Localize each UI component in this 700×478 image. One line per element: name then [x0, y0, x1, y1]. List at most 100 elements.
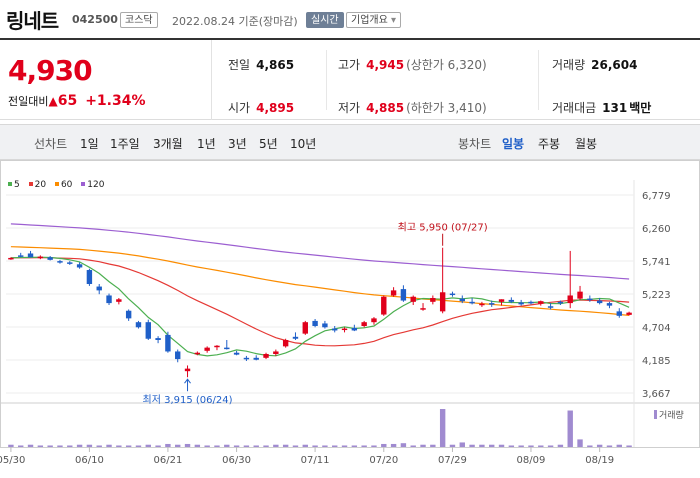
volume-legend-swatch [654, 410, 657, 419]
volume-bar [557, 444, 564, 447]
candle-body [557, 301, 564, 304]
candle-body [518, 302, 524, 305]
tab-3m[interactable]: 3개월 [153, 137, 183, 151]
candle-body [96, 286, 102, 291]
tab-1y[interactable]: 1년 [197, 137, 216, 151]
chart-tabs: 선차트 1일 1주일 3개월 1년 3년 5년 10년 봉차트 일봉 주봉 월봉 [0, 124, 700, 160]
volume-bar [498, 444, 505, 447]
candle-body [616, 311, 622, 316]
ma-legend: 5 20 60 120 [8, 180, 110, 190]
tab-1d[interactable]: 1일 [80, 137, 99, 151]
candle-body [175, 351, 181, 360]
volume-bar [400, 443, 407, 447]
volume-bar [390, 443, 397, 447]
price-chart[interactable]: 5 20 60 120 6,779 6,260 5,741 5,223 4,704 4,1… [0, 160, 700, 478]
price-summary: 4,930 전일대비▲65 +1.34% 전일 4,865 고가 4,945 (상한가 … [0, 38, 700, 120]
volume-bar [430, 444, 436, 447]
candle-body [322, 323, 328, 328]
min-arrow-head [184, 378, 191, 384]
volume-bar [116, 445, 122, 447]
y-tick-label: 4,704 [642, 323, 671, 334]
tab-1w[interactable]: 1주일 [110, 137, 140, 151]
candle-body [390, 290, 397, 296]
volume-bar [145, 444, 151, 447]
candle-body [469, 301, 475, 304]
candle-body [57, 261, 63, 263]
stock-header: 링네트 042500 코스닥 2022.08.24 기준(장마감) 실시간 기업… [0, 0, 700, 38]
candle-body [155, 338, 161, 341]
candle-body [76, 264, 83, 268]
candle-body [86, 270, 93, 285]
volume-bar [18, 445, 24, 447]
x-tick-label: 08/09 [517, 455, 546, 466]
candle-body [8, 257, 14, 260]
tab-3y[interactable]: 3년 [228, 137, 247, 151]
volume-bar [37, 445, 44, 447]
volume-legend-label: 거래량 [659, 409, 684, 421]
y-tick-label: 6,779 [642, 191, 671, 202]
change-label: 전일대비 [8, 95, 49, 108]
volume-bar [165, 443, 171, 447]
volume-bar [47, 445, 53, 447]
volume-bar [410, 445, 416, 447]
y-tick-label: 5,223 [642, 290, 671, 301]
candle-body [341, 328, 348, 331]
candle-body [204, 347, 210, 351]
x-tick-label: 07/11 [301, 455, 330, 466]
legend-ma120: 120 [81, 180, 104, 190]
current-price: 4,930 [8, 54, 93, 87]
candle-body [489, 303, 495, 305]
change-percent: +1.34% [85, 93, 146, 109]
low-price: 저가 4,885 (하한가 3,410) [338, 101, 487, 115]
candle-body [498, 299, 505, 302]
candle-body [626, 312, 632, 315]
max-price-label: 최고 5,950 (07/27) [398, 222, 488, 234]
volume-bar [479, 444, 485, 447]
company-info-label: 기업개요 [351, 15, 388, 26]
volume-bar [27, 444, 34, 447]
candle-body [508, 299, 515, 302]
company-info-dropdown[interactable]: 기업개요 ▾ [346, 12, 402, 28]
volume-bar [214, 445, 220, 447]
open-price: 시가 4,895 [228, 101, 295, 115]
high-price: 고가 4,945 (상한가 6,320) [338, 58, 487, 72]
candle-body [18, 255, 24, 257]
candle-body [116, 299, 122, 302]
y-tick-label: 4,185 [642, 356, 671, 367]
ma60-line [10, 246, 630, 316]
min-price-label: 최저 3,915 (06/24) [143, 394, 233, 406]
up-arrow-icon: ▲ [48, 94, 58, 108]
legend-ma20: 20 [28, 180, 46, 190]
y-tick-label: 3,667 [642, 389, 671, 400]
candle-body [194, 352, 201, 355]
realtime-button[interactable]: 실시간 [306, 12, 344, 28]
candle-body [243, 357, 250, 360]
candle-body [449, 293, 456, 296]
tab-5y[interactable]: 5년 [259, 137, 278, 151]
tab-daily[interactable]: 일봉 [502, 137, 525, 151]
x-tick-label: 05/30 [0, 455, 25, 466]
volume-bar [547, 445, 554, 447]
ma20-line [10, 257, 630, 347]
volume-bar [125, 445, 132, 447]
tab-10y[interactable]: 10년 [290, 137, 317, 151]
y-tick-label: 6,260 [642, 224, 671, 235]
x-tick-label: 07/29 [438, 455, 467, 466]
volume-bar [8, 444, 14, 447]
candle-body [106, 295, 112, 304]
candle-body [351, 327, 358, 331]
candle-body [400, 289, 407, 301]
volume-bar [577, 439, 583, 447]
candle-body [577, 291, 583, 299]
candle-body [371, 318, 377, 323]
candle-body [263, 353, 269, 358]
volume-bar [175, 444, 181, 447]
tab-weekly[interactable]: 주봉 [538, 137, 561, 151]
volume-bar [233, 445, 240, 447]
candle-body [214, 345, 220, 348]
stock-name: 링네트 [6, 9, 59, 33]
candle-body [125, 310, 132, 319]
volume-bar [332, 445, 338, 447]
candle-body [332, 328, 338, 331]
tab-monthly[interactable]: 월봉 [575, 137, 598, 151]
